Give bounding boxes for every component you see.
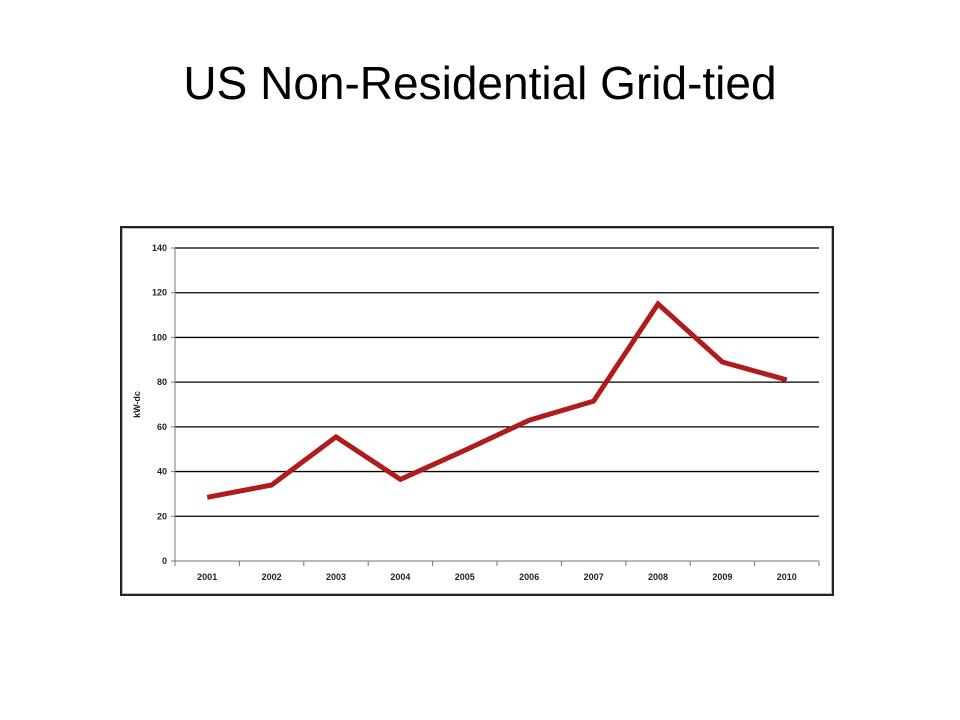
- y-tick-label: 100: [152, 332, 167, 342]
- y-tick-label: 60: [157, 422, 167, 432]
- x-tick-labels: 2001 2002 2003 2004 2005 2006 2007 2008 2009 2010: [197, 572, 797, 582]
- gridlines: [175, 247, 819, 517]
- y-tick-label: 0: [162, 556, 167, 566]
- x-tick-label: 2004: [390, 572, 410, 582]
- y-tick-label: 120: [152, 288, 167, 298]
- axes: [171, 247, 820, 566]
- x-tick-label: 2009: [712, 572, 732, 582]
- y-tick-label: 140: [152, 243, 167, 253]
- y-tick-label: 20: [157, 511, 167, 521]
- x-tick-label: 2006: [519, 572, 539, 582]
- y-axis-title: kW-dc: [132, 391, 142, 418]
- x-tick-label: 2001: [197, 572, 217, 582]
- y-tick-label: 40: [157, 467, 167, 477]
- x-tick-label: 2008: [648, 572, 668, 582]
- series-lines: [206, 300, 788, 500]
- slide-title: US Non-Residential Grid-tied: [183, 57, 777, 109]
- x-tick-label: 2007: [584, 572, 604, 582]
- y-tick-label: 80: [157, 377, 167, 387]
- x-tick-label: 2005: [455, 572, 475, 582]
- y-tick-labels: 0 20 40 60 80 100 120 140: [152, 243, 167, 566]
- x-tick-label: 2002: [262, 572, 282, 582]
- x-tick-label: 2010: [777, 572, 797, 582]
- series-line: [206, 300, 788, 500]
- x-tick-label: 2003: [326, 572, 346, 582]
- chart-frame: 0 20 40 60 80 100 120 140 2001 2002 2003 2004 2005 2…: [120, 226, 834, 596]
- plot-area: [122, 228, 832, 594]
